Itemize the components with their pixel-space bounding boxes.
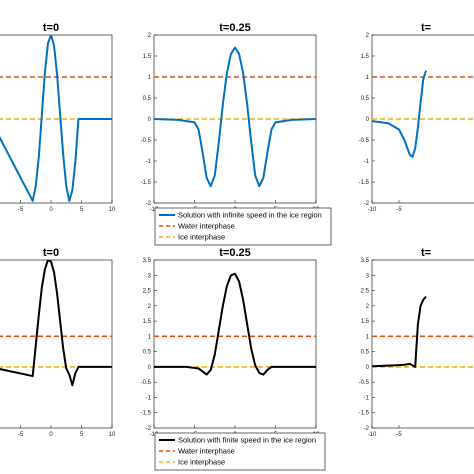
- legend-label: Water interphase: [178, 447, 235, 456]
- solution-curve: [154, 272, 316, 376]
- y-tick-label: -1.5: [141, 180, 152, 186]
- legend-2: Solution with finite speed in the ice re…: [154, 432, 326, 471]
- y-tick-label: -1.5: [141, 411, 152, 417]
- legend-1: Solution with infinite speed in the ice …: [154, 207, 332, 246]
- y-tick-label: 2: [366, 33, 370, 39]
- y-tick-label: -1: [364, 395, 370, 401]
- y-tick-label: 2: [148, 33, 152, 39]
- legend-label: Solution with infinite speed in the ice …: [178, 211, 322, 220]
- y-tick-label: -0.5: [141, 138, 152, 144]
- y-tick-label: 3: [148, 273, 152, 279]
- y-tick-label: -1.5: [359, 180, 370, 186]
- x-tick-label: -10: [368, 432, 377, 438]
- y-tick-label: 2: [366, 304, 370, 310]
- y-tick-label: 2.5: [361, 289, 370, 295]
- solution-curve: [154, 46, 316, 188]
- solution-curve: [372, 295, 427, 368]
- y-tick-label: 3.5: [361, 258, 370, 264]
- legend-label: Ice interphase: [178, 233, 225, 242]
- chart-title: t=: [421, 22, 431, 34]
- y-tick-label: -2: [146, 426, 152, 432]
- y-tick-label: -2: [364, 201, 370, 207]
- x-tick-label: -10: [150, 432, 159, 438]
- y-tick-label: 1: [366, 75, 370, 81]
- y-tick-label: -2: [146, 201, 152, 207]
- y-tick-label: 2: [148, 304, 152, 310]
- chart-panel-5: t=0.25-10-50510-2-1.5-1-0.500.511.522.53…: [141, 247, 320, 438]
- y-tick-label: -0.5: [359, 138, 370, 144]
- chart-panel-4: t=0 -5 0 5 10: [0, 247, 116, 438]
- y-tick-label: -1.5: [359, 411, 370, 417]
- legend-label: Water interphase: [178, 222, 235, 231]
- axes-box: [153, 259, 317, 429]
- chart-panel-1: t=0 -5 0 5 10: [0, 22, 116, 213]
- y-tick-label: -1: [146, 159, 152, 165]
- x-tick-label: 10: [109, 432, 116, 438]
- y-tick-label: 0: [366, 117, 370, 123]
- x-tick-label: 5: [80, 432, 84, 438]
- legend-box: [154, 432, 326, 471]
- legend-label: Solution with finite speed in the ice re…: [178, 436, 316, 445]
- chart-title: t=0.25: [219, 247, 251, 259]
- y-tick-label: 0: [148, 117, 152, 123]
- solution-curve: [372, 70, 427, 158]
- y-tick-label: -0.5: [359, 380, 370, 386]
- x-tick-label: -5: [18, 207, 24, 213]
- y-tick-label: 0.5: [143, 350, 152, 356]
- y-tick-label: 1.5: [361, 54, 370, 60]
- x-tick-label: -5: [396, 432, 402, 438]
- chart-panel-3: t= -10 -5 -2 -1.5 -1 -0.5 0 0.5 1 1.5 2: [359, 22, 474, 213]
- axes-box: [371, 259, 474, 429]
- chart-panel-6: t= -10 -5 -2 -1.5 -1 -0.5 0 0.5 1 1.5 2 2.5 3 3.5: [359, 247, 474, 438]
- x-tick-label: 5: [80, 207, 84, 213]
- chart-title: t=0: [43, 22, 59, 34]
- y-tick-label: 3.5: [143, 258, 152, 264]
- chart-title: t=: [421, 247, 431, 259]
- y-tick-label: -0.5: [141, 380, 152, 386]
- legend-box: [154, 207, 332, 246]
- x-tick-label: 10: [109, 207, 116, 213]
- y-tick-label: 0.5: [361, 350, 370, 356]
- y-tick-label: 1.5: [143, 319, 152, 325]
- y-tick-label: 1: [366, 334, 370, 340]
- chart-title: t=0: [43, 247, 59, 259]
- solution-curve: [0, 35, 112, 202]
- y-tick-label: 0: [366, 365, 370, 371]
- y-tick-label: 3: [366, 273, 370, 279]
- y-tick-label: 0: [148, 365, 152, 371]
- legend-label: Ice interphase: [178, 458, 225, 467]
- x-tick-label: 0: [49, 207, 53, 213]
- y-tick-label: 1.5: [143, 54, 152, 60]
- y-tick-label: 1: [148, 334, 152, 340]
- y-tick-label: 1.5: [361, 319, 370, 325]
- solution-curve: [0, 260, 112, 387]
- x-tick-label: -10: [368, 207, 377, 213]
- y-tick-label: 0.5: [143, 96, 152, 102]
- y-tick-label: -1: [146, 395, 152, 401]
- y-tick-label: -1: [364, 159, 370, 165]
- y-tick-label: 2.5: [143, 289, 152, 295]
- x-tick-label: -10: [150, 207, 159, 213]
- y-tick-label: 1: [148, 75, 152, 81]
- x-tick-label: -5: [396, 207, 402, 213]
- y-tick-label: 0.5: [361, 96, 370, 102]
- x-tick-label: -5: [18, 432, 24, 438]
- chart-title: t=0.25: [219, 22, 251, 34]
- x-tick-label: 0: [49, 432, 53, 438]
- y-tick-label: -2: [364, 426, 370, 432]
